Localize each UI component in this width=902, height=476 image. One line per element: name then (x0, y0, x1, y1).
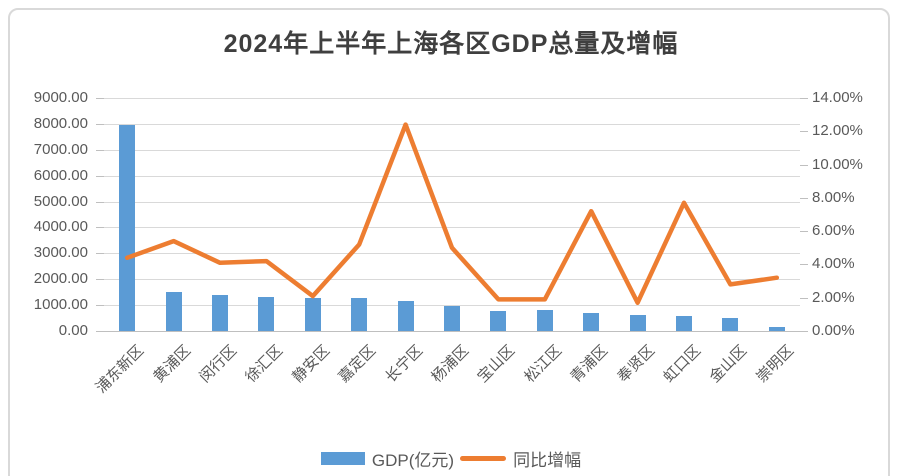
x-axis-category-label: 金山区 (706, 342, 751, 386)
gdp-bar (629, 315, 646, 331)
right-axis-tick (800, 164, 808, 166)
x-axis-category-label: 嘉定区 (335, 342, 380, 386)
x-axis-category-label: 崇明区 (753, 342, 797, 386)
right-axis-label: 0.00% (812, 322, 855, 339)
right-axis-tick (800, 131, 808, 133)
left-axis-tick (96, 98, 104, 99)
right-axis-label: 2.00% (812, 288, 855, 306)
gdp-bar-swatch-icon (320, 452, 365, 465)
right-axis-label: 8.00% (812, 188, 855, 206)
left-axis-label: 2000.00 (33, 270, 88, 288)
right-axis-label: 4.00% (812, 255, 855, 273)
gdp-bar (444, 306, 460, 331)
right-axis-label: 12.00% (812, 122, 863, 140)
x-axis-category-label: 松江区 (521, 342, 565, 386)
x-axis-category-label: 青浦区 (567, 342, 612, 386)
left-axis-label: 6000.00 (33, 166, 88, 184)
left-axis-label: 7000.00 (33, 140, 88, 158)
left-axis-label: 4000.00 (33, 218, 88, 236)
x-axis-category-label: 徐汇区 (242, 342, 287, 386)
right-axis-label: 14.00% (812, 89, 863, 106)
gdp-bar (304, 297, 321, 331)
x-axis-category-label: 奉贤区 (613, 342, 658, 386)
right-axis-tick (800, 297, 808, 299)
left-axis-label: 0.00 (58, 322, 88, 339)
gridline (104, 279, 800, 281)
x-axis-category-label: 宝山区 (474, 342, 519, 386)
left-axis-tick (96, 201, 104, 203)
gridline (104, 175, 800, 177)
x-axis-category-label: 杨浦区 (428, 342, 473, 386)
left-axis-label: 3000.00 (33, 244, 88, 262)
gdp-bar (212, 295, 228, 331)
legend-label-growth: 同比增幅 (513, 451, 582, 470)
chart-title: 2024年上半年上海各区GDP总量及增幅 (223, 30, 679, 58)
right-axis-tick (800, 331, 808, 332)
left-axis-tick (96, 175, 104, 177)
gridline (104, 227, 800, 229)
left-axis-tick (96, 253, 104, 255)
legend-label-gdp: GDP(亿元) (371, 451, 455, 470)
right-axis-tick (800, 98, 808, 99)
right-axis-tick (800, 264, 808, 266)
plot-area (104, 98, 800, 332)
left-axis-tick (96, 149, 104, 151)
gridline (104, 123, 800, 125)
x-axis-category-label: 浦东新区 (92, 342, 148, 397)
gdp-bar (119, 125, 136, 331)
x-axis-category-label: 黄浦区 (149, 342, 194, 386)
right-axis-tick (800, 197, 808, 199)
growth-line-series (124, 122, 780, 305)
gdp-bar (490, 310, 507, 331)
x-axis-category-label: 闵行区 (196, 342, 241, 386)
gdp-bar (768, 326, 785, 331)
x-axis-line (104, 331, 800, 332)
legend-item-growth: 同比增幅 (460, 446, 581, 471)
chart-legend: GDP(亿元) 同比增幅 (0, 446, 902, 471)
x-axis-category-label: 虹口区 (660, 342, 705, 386)
left-axis-tick (96, 305, 104, 307)
legend-item-gdp: GDP(亿元) (320, 446, 455, 471)
left-axis-tick (96, 227, 104, 229)
gridline (104, 201, 800, 203)
x-axis-category-label: 长宁区 (381, 342, 426, 386)
gdp-bar (536, 309, 553, 331)
gridline (104, 253, 800, 255)
gridline (104, 305, 800, 307)
gridline (104, 98, 800, 99)
left-axis-label: 8000.00 (33, 114, 88, 132)
left-axis-label: 9000.00 (33, 89, 88, 106)
gdp-bar (351, 298, 368, 331)
left-axis-tick (96, 123, 104, 125)
gdp-bar (722, 318, 739, 331)
x-axis-category-label: 静安区 (289, 342, 333, 386)
right-axis-label: 6.00% (812, 222, 855, 240)
left-axis-label: 1000.00 (33, 296, 88, 314)
left-axis-tick (96, 279, 104, 281)
growth-line-swatch-icon (460, 456, 507, 461)
right-axis-label: 10.00% (812, 155, 863, 173)
gridline (104, 149, 800, 151)
left-axis-tick (96, 331, 104, 332)
gdp-bar (397, 301, 414, 331)
gdp-bar (258, 297, 275, 331)
left-axis-label: 5000.00 (33, 192, 88, 210)
gdp-bar (165, 291, 182, 331)
gdp-bar (676, 315, 692, 331)
gdp-bar (583, 312, 600, 331)
right-axis-tick (800, 231, 808, 233)
